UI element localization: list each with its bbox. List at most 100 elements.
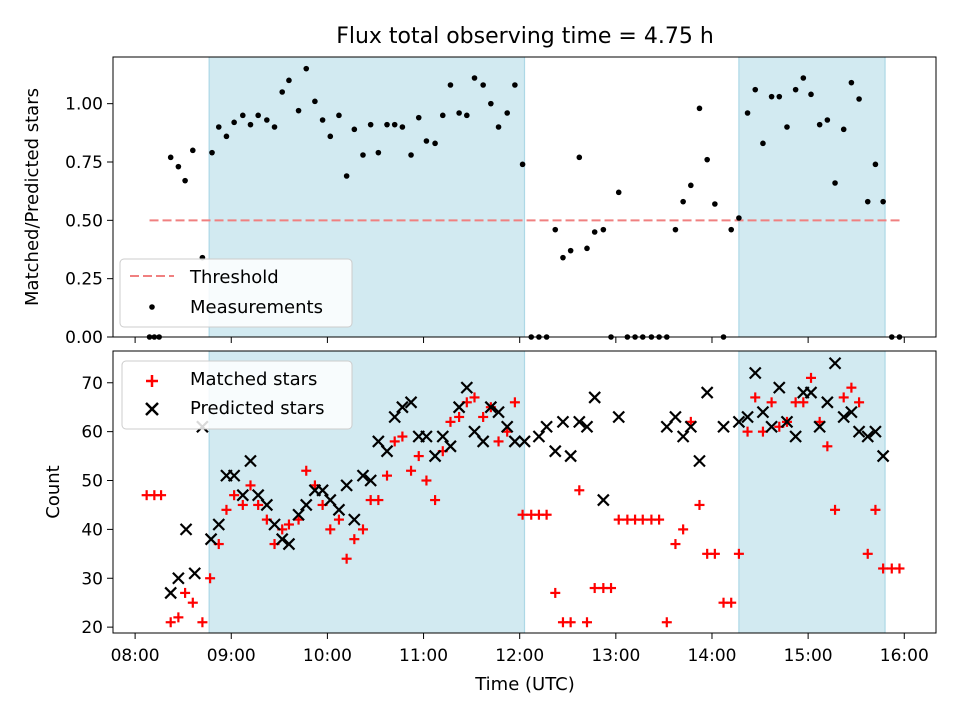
matched-star-point <box>613 514 624 525</box>
predicted-star-point <box>332 503 346 517</box>
x-tick-label: 14:00 <box>687 646 736 666</box>
x-tick-label: 08:00 <box>111 646 160 666</box>
predicted-star-point <box>404 396 418 409</box>
measurement-point <box>471 75 478 81</box>
measurement-point <box>488 100 494 107</box>
predicted-star-point <box>468 425 481 438</box>
measurement-point <box>423 138 430 144</box>
predicted-star-point <box>212 518 226 531</box>
matched-star-point <box>838 392 849 403</box>
predicted-star-point <box>476 435 490 448</box>
measurement-point <box>832 180 838 186</box>
matched-star-point <box>517 509 528 520</box>
matched-star-point <box>173 612 184 623</box>
matched-star-point <box>709 548 720 559</box>
matched-star-point <box>493 436 504 447</box>
predicted-star-point <box>804 386 818 399</box>
predicted-star-point <box>227 469 241 482</box>
matched-star-point <box>726 597 737 608</box>
matched-star-point <box>180 587 191 598</box>
measurement-point <box>567 247 574 254</box>
top-legend-box <box>119 258 353 328</box>
matched-star-point <box>606 583 617 594</box>
measurement-point <box>327 133 334 140</box>
matched-star-point <box>349 534 360 545</box>
measurement-point <box>776 93 783 100</box>
top-shaded-interval-2 <box>738 57 886 337</box>
measurement-point <box>512 82 518 88</box>
measurement-point <box>399 124 406 130</box>
top-y-tick-label: 1.00 <box>65 95 103 115</box>
measurement-point <box>680 198 686 205</box>
predicted-star-point <box>292 508 305 522</box>
top-axes-frame <box>112 56 937 338</box>
predicted-star-point <box>316 484 329 497</box>
matched-star-point <box>733 548 744 559</box>
matched-star-point <box>469 392 480 403</box>
measurement-point <box>519 161 526 168</box>
matched-star-point <box>565 617 576 628</box>
top-y-tick-label: 0.50 <box>65 211 103 231</box>
measurement-point <box>495 124 502 130</box>
matched-star-point <box>187 597 198 608</box>
matched-star-point <box>654 514 665 525</box>
matched-star-point <box>822 441 833 452</box>
matched-star-point <box>333 514 344 525</box>
matched-star-point <box>478 411 489 422</box>
measurement-point <box>752 86 759 93</box>
legend-matched-swatch <box>146 375 158 387</box>
measurement-point <box>736 215 742 221</box>
predicted-star-point <box>837 410 850 424</box>
predicted-star-point <box>532 430 546 443</box>
matched-star-point <box>156 490 167 501</box>
predicted-star-point <box>780 415 794 429</box>
measurement-point <box>768 93 775 100</box>
predicted-star-point <box>813 420 826 434</box>
measurement-point <box>312 98 318 105</box>
measurement-point <box>456 110 462 116</box>
matched-star-point <box>637 514 648 525</box>
measurement-point <box>215 124 222 130</box>
matched-star-point <box>389 436 400 447</box>
top-axis-ticks: 0.00 0.25 0.50 0.75 1.00 <box>65 95 905 348</box>
bottom-y-tick-label: 60 <box>81 423 103 443</box>
predicted-star-point <box>676 430 690 443</box>
measurement-point <box>824 117 831 123</box>
predicted-star-point <box>204 532 218 546</box>
legend-predicted-label: Predicted stars <box>190 398 324 419</box>
measurement-points <box>146 65 903 340</box>
measurement-point <box>279 89 286 95</box>
bottom-legend-box <box>121 360 353 430</box>
matched-star-point <box>382 470 393 481</box>
measurement-point <box>264 117 270 123</box>
predicted-star-point <box>741 410 754 424</box>
matched-star-point <box>581 617 592 628</box>
predicted-star-point <box>356 469 370 482</box>
predicted-star-point <box>364 474 377 487</box>
bottom-panel: 08:00 09:00 10:00 11:00 12:00 13:00 14:00 15:00… <box>43 350 937 695</box>
matched-star-point <box>301 465 312 476</box>
matched-star-point <box>406 465 417 476</box>
predicted-star-point <box>500 420 514 434</box>
matched-star-point <box>766 397 777 408</box>
predicted-star-point <box>748 366 762 380</box>
predicted-star-point <box>717 420 730 434</box>
matched-star-point <box>806 372 817 383</box>
measurement-point <box>615 189 622 196</box>
measurement-point <box>696 105 703 112</box>
bottom-y-axis-label: Count <box>43 465 64 518</box>
measurement-point <box>167 154 174 161</box>
predicted-star-point <box>340 479 353 492</box>
matched-star-point <box>798 397 809 408</box>
measurement-point <box>600 226 607 233</box>
legend-measurement-swatch <box>149 304 155 310</box>
matched-star-point <box>846 382 857 393</box>
top-y-tick-label: 0.00 <box>65 328 103 348</box>
measurement-point <box>584 245 590 252</box>
predicted-star-point <box>179 523 193 536</box>
matched-star-point <box>373 495 384 506</box>
predicted-star-point <box>869 425 882 438</box>
predicted-star-point <box>852 425 866 438</box>
measurement-point <box>552 226 559 233</box>
